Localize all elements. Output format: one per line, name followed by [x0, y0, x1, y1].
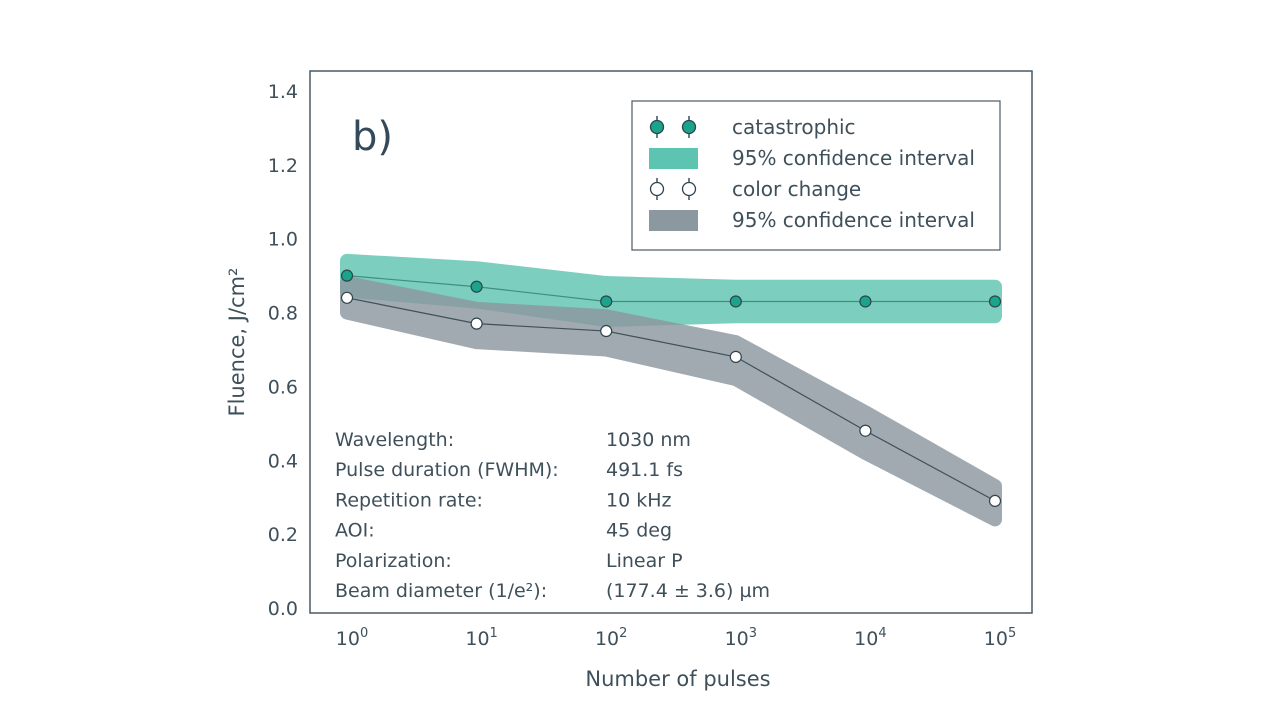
parameter-value: (177.4 ± 3.6) µm	[606, 580, 770, 602]
y-tick-label: 1.4	[268, 81, 298, 103]
color-change-legend-marker	[681, 181, 697, 197]
x-tick-label: 101	[465, 626, 497, 650]
parameter-label: Repetition rate:	[335, 489, 483, 511]
parameters-block: Wavelength: 1030 nm Pulse duration (FWHM):…	[335, 429, 770, 602]
y-tick-label: 1.2	[268, 155, 298, 177]
y-axis-label: Fluence, J/cm²	[225, 268, 249, 417]
legend-entry-label: catastrophic	[732, 115, 856, 139]
y-tick-label: 0.2	[268, 524, 298, 546]
color-change-point	[859, 424, 872, 437]
y-tick-label: 0.8	[268, 303, 298, 325]
x-tick-label: 104	[854, 626, 886, 650]
legend: catastrophic 95% confidence interval color…	[631, 100, 1001, 251]
panel-label: b)	[352, 114, 393, 160]
parameter-value: 491.1 fs	[606, 459, 683, 481]
color-change-legend-marker	[649, 181, 665, 197]
catastrophic-point	[600, 295, 613, 308]
x-tick-label: 100	[336, 626, 368, 650]
confidence-bands	[340, 253, 1002, 527]
x-tick-label: 103	[725, 626, 757, 650]
legend-entry-label: 95% confidence interval	[732, 146, 975, 170]
color-change-legend-band-swatch	[649, 210, 698, 231]
catastrophic-point	[470, 280, 483, 293]
series-lines	[346, 275, 996, 502]
parameter-label: Polarization:	[335, 550, 452, 572]
y-tick-label: 0.0	[268, 598, 298, 620]
x-axis-label: Number of pulses	[585, 667, 770, 691]
catastrophic-point	[729, 295, 742, 308]
y-tick-label: 0.4	[268, 450, 298, 472]
color-change-line	[346, 297, 996, 502]
parameter-label: Beam diameter (1/e²):	[335, 580, 547, 602]
catastrophic-legend-marker	[649, 119, 665, 135]
color-change-point	[988, 494, 1002, 508]
y-tick-label: 1.0	[268, 229, 298, 251]
legend-entry-label: 95% confidence interval	[732, 208, 975, 232]
axes	[309, 70, 1033, 614]
plot-frame	[309, 70, 1033, 614]
x-tick-labels: 100 101 102 103 104 105	[336, 626, 1016, 650]
catastrophic-point	[340, 269, 354, 282]
catastrophic-point	[988, 295, 1002, 308]
y-tick-labels: 0.0 0.2 0.4 0.6 0.8 1.0 1.2 1.4	[268, 81, 298, 620]
catastrophic-line	[346, 275, 995, 303]
parameter-value: 45 deg	[606, 520, 672, 542]
catastrophic-legend-band-swatch	[649, 148, 698, 169]
catastrophic-legend-marker	[681, 119, 697, 135]
color-change-point	[470, 317, 483, 330]
y-tick-label: 0.6	[268, 376, 298, 398]
color-change-point	[340, 291, 354, 304]
parameter-value: 10 kHz	[606, 489, 672, 511]
x-tick-label: 102	[595, 626, 627, 650]
parameter-value: Linear P	[606, 550, 683, 572]
x-tick-label: 105	[984, 626, 1016, 650]
parameter-label: Pulse duration (FWHM):	[335, 459, 559, 481]
parameter-value: 1030 nm	[606, 429, 691, 451]
legend-entry-label: color change	[732, 177, 861, 201]
data-points	[340, 269, 1002, 508]
color-change-point	[600, 324, 613, 338]
parameter-label: Wavelength:	[335, 429, 454, 451]
parameter-label: AOI:	[335, 520, 375, 542]
color-change-point	[729, 350, 742, 363]
color-change-confidence-band	[340, 276, 1002, 527]
catastrophic-point	[859, 295, 872, 308]
